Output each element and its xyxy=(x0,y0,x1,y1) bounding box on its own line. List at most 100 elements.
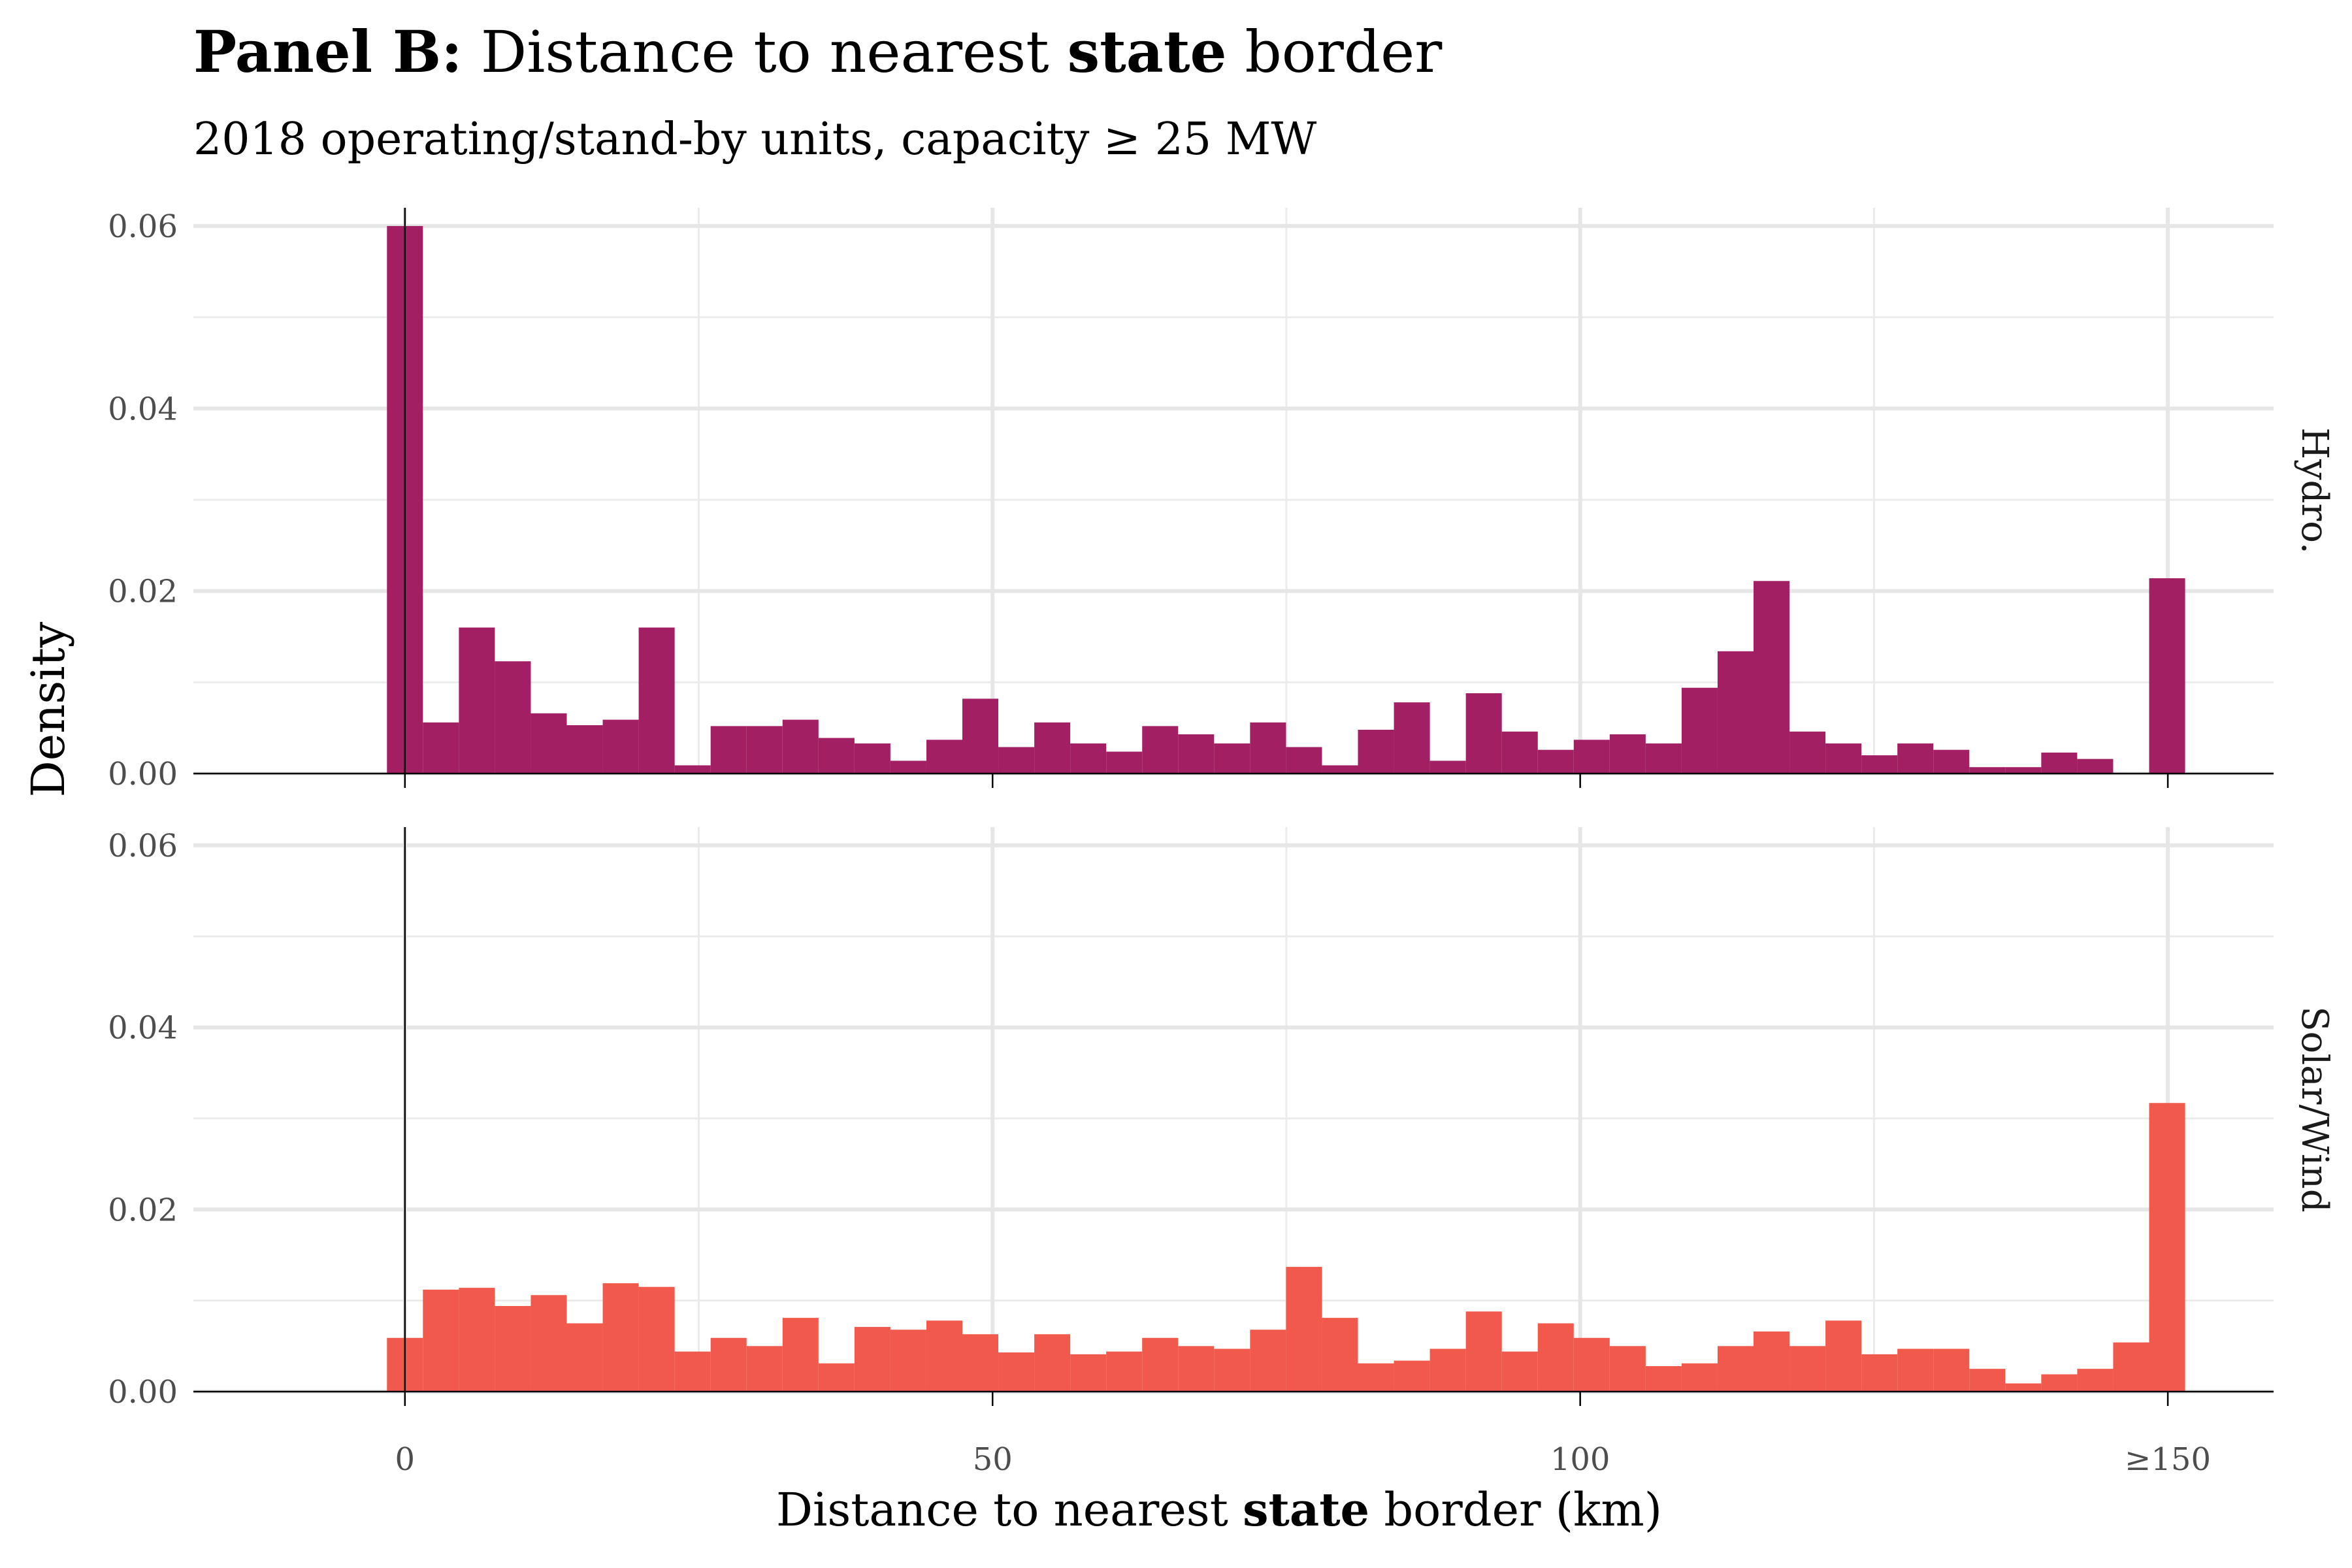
histogram-bar xyxy=(1501,1351,1538,1392)
x-tick-label: ≥150 xyxy=(2125,1441,2211,1478)
facet-panel: 0.00 0.02 0.04 0.06 Hydro. xyxy=(108,208,2336,792)
histogram-bar xyxy=(423,722,459,774)
y-tick-label: 0.02 xyxy=(108,1192,178,1228)
facet-panels: 0.00 0.02 0.04 0.06 Hydro. 0.00 0.02 0.04 0.06 So… xyxy=(108,208,2336,1478)
histogram-bar xyxy=(1609,1346,1646,1392)
histogram-bar xyxy=(1465,1311,1502,1392)
histogram-bar xyxy=(1106,751,1143,774)
histogram-bar xyxy=(531,1295,567,1392)
histogram-bar xyxy=(782,1318,819,1392)
histogram-bar xyxy=(1573,740,1610,774)
histogram-bar xyxy=(710,1337,747,1392)
histogram-bar xyxy=(1286,747,1322,774)
histogram-bar xyxy=(1645,743,1682,774)
histogram-bar xyxy=(566,1323,603,1392)
y-axis-title: Density xyxy=(22,621,75,797)
histogram-bar xyxy=(1825,743,1862,774)
histogram-bar xyxy=(2077,1369,2114,1392)
histogram-bar xyxy=(531,713,567,774)
histogram-bar xyxy=(890,760,926,774)
x-tick-label: 50 xyxy=(973,1441,1013,1478)
histogram-bar xyxy=(1034,722,1071,774)
chart-title-prefix: Panel B: xyxy=(193,18,463,86)
facet-strip-label: Hydro. xyxy=(2293,427,2336,554)
histogram-bar xyxy=(854,743,890,774)
histogram-bar xyxy=(1717,1346,1754,1392)
y-tick-label: 0.00 xyxy=(108,1374,178,1411)
histogram-bar xyxy=(1178,734,1215,774)
histogram-bar xyxy=(1286,1267,1322,1392)
x-axis-title-text-after: border (km) xyxy=(1384,1483,1662,1537)
histogram-bar xyxy=(2149,1103,2185,1392)
histogram-bar xyxy=(1142,726,1179,774)
histogram-bar xyxy=(1429,1348,1466,1392)
histogram-bar xyxy=(998,1352,1035,1392)
histogram-bar xyxy=(1645,1365,1682,1392)
histogram-bar xyxy=(746,1346,783,1392)
histogram-bar xyxy=(1178,1346,1215,1392)
histogram-bar xyxy=(1933,1348,1970,1392)
histogram-bar xyxy=(2077,759,2114,774)
histogram-bar xyxy=(1394,1360,1430,1392)
chart-title-text-before: Distance to nearest xyxy=(481,18,1049,86)
y-tick-label: 0.02 xyxy=(108,574,178,610)
histogram-bar xyxy=(2113,1342,2149,1392)
histogram-bar xyxy=(1358,1363,1394,1392)
histogram-bar xyxy=(638,1286,675,1392)
histogram-bar xyxy=(495,1306,531,1392)
histogram-bar xyxy=(602,1283,639,1392)
histogram-bar xyxy=(1861,755,1898,774)
chart-title-text-after: border xyxy=(1245,18,1443,86)
histogram-bar xyxy=(746,726,783,774)
x-tick-label: 100 xyxy=(1550,1441,1610,1478)
histogram-bar xyxy=(818,1363,855,1392)
chart-title-emphasis: state xyxy=(1068,18,1227,86)
histogram-bar xyxy=(1861,1354,1898,1392)
histogram-bar xyxy=(1754,1331,1790,1392)
x-tick-label: 0 xyxy=(395,1441,416,1478)
histogram-bar xyxy=(674,1351,711,1392)
histogram-bar xyxy=(1322,1318,1358,1392)
histogram-bar xyxy=(602,719,639,774)
histogram-bar xyxy=(1681,687,1718,774)
histogram-bar xyxy=(1322,765,1358,774)
histogram-bar xyxy=(890,1330,926,1392)
histogram-bar xyxy=(2041,752,2078,774)
y-tick-label: 0.04 xyxy=(108,391,178,427)
histogram-bar xyxy=(459,627,495,774)
histogram-bar xyxy=(1106,1351,1143,1392)
histogram-bar xyxy=(782,719,819,774)
histogram-bar xyxy=(459,1288,495,1392)
histogram-bar xyxy=(1933,749,1970,774)
histogram-bar xyxy=(998,747,1035,774)
histogram-bar xyxy=(1789,731,1826,774)
chart-title: Panel B: Distance to nearest state borde… xyxy=(193,18,1443,86)
histogram-bar xyxy=(1501,731,1538,774)
histogram-bar xyxy=(926,1320,963,1392)
histogram-bar xyxy=(1214,743,1250,774)
histogram-bar xyxy=(818,738,855,774)
chart-subtitle: 2018 operating/stand-by units, capacity … xyxy=(193,114,1316,165)
histogram-bar xyxy=(962,698,999,774)
histogram-bar xyxy=(1034,1334,1071,1392)
histogram-bar xyxy=(962,1334,999,1392)
y-tick-label: 0.06 xyxy=(108,828,178,864)
histogram-bar xyxy=(1969,1369,2006,1392)
histogram-bar xyxy=(854,1327,890,1392)
histogram-bar xyxy=(2005,767,2042,774)
histogram-bar xyxy=(638,627,675,774)
histogram-bar xyxy=(2005,1383,2042,1392)
histogram-bar xyxy=(1897,743,1934,774)
histogram-bar xyxy=(1465,693,1502,774)
histogram-bar xyxy=(1609,734,1646,774)
histogram-bar xyxy=(423,1289,459,1392)
histogram-bar xyxy=(1250,722,1286,774)
histogram-bar xyxy=(1754,581,1790,774)
x-axis-title-text-before: Distance to nearest xyxy=(776,1483,1228,1537)
y-tick-label: 0.00 xyxy=(108,756,178,792)
histogram-bar xyxy=(674,765,711,774)
histogram-bar xyxy=(1573,1337,1610,1392)
histogram-bar xyxy=(710,726,747,774)
y-tick-label: 0.06 xyxy=(108,208,178,245)
